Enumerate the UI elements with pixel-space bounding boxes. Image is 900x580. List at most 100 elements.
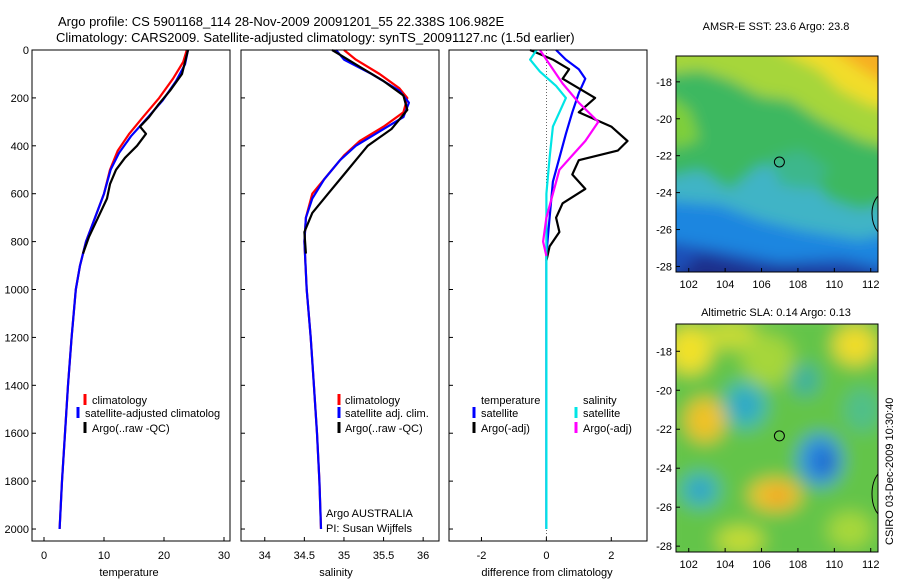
sla-map-title: Altimetric SLA: 0.14 Argo: 0.13 xyxy=(701,307,851,319)
legend-sal-argo: Argo(-adj) xyxy=(583,423,632,435)
x-tick-label: 112 xyxy=(862,279,880,291)
y-tick-label: -26 xyxy=(656,225,672,237)
salinity-series xyxy=(303,49,410,530)
x-tick-label: 112 xyxy=(862,559,880,571)
x-tick-label: 106 xyxy=(752,559,770,571)
y-tick-label: 1400 xyxy=(5,380,29,392)
x-tick-label: 10 xyxy=(98,550,110,562)
y-tick-label: 2000 xyxy=(5,524,29,536)
argo-float-marker xyxy=(773,430,785,442)
sst-axis-ticks: 102 104 106 108 110 112 -18 -20 -22 -24 -26 -28 xyxy=(656,77,879,291)
y-tick-label: -24 xyxy=(656,463,672,475)
temperature-axis-ticks: 0 10 20 30 0 200 400 600 800 1000 1200 1400 1600 1800… xyxy=(5,45,231,562)
difference-axes-frame xyxy=(448,49,648,542)
salinity-legend: climatology satellite adj. clim. Argo(..… xyxy=(337,394,429,435)
y-tick-label: -22 xyxy=(656,424,672,436)
y-tick-label: 600 xyxy=(11,189,29,201)
difference-xlabel: difference from climatology xyxy=(481,567,613,579)
sst-map-title: AMSR-E SST: 23.6 Argo: 23.8 xyxy=(703,21,850,33)
x-tick-label: 108 xyxy=(789,559,807,571)
y-tick-label: 200 xyxy=(11,93,29,105)
generated-timestamp: CSIRO 03-Dec-2009 10:30:40 xyxy=(884,398,896,545)
x-tick-label: 20 xyxy=(158,550,170,562)
legend-satellite-adjusted: satellite-adjusted climatolog xyxy=(85,408,220,420)
y-tick-label: 0 xyxy=(23,45,29,57)
x-tick-label: 34 xyxy=(259,550,271,562)
temperature-series xyxy=(58,49,190,530)
legend-temp-satellite: satellite xyxy=(481,408,518,420)
series-line-satellite-adjusted-climatolog xyxy=(58,49,190,530)
legend-title-temperature: temperature xyxy=(481,395,540,407)
series-line-satellite-adj-clim xyxy=(303,49,410,530)
sla-axis-ticks: 102 104 106 108 110 112 -18 -20 -22 -24 -26 -28 xyxy=(656,346,879,571)
x-tick-label: 36 xyxy=(417,550,429,562)
legend-argo: Argo(..raw -QC) xyxy=(92,423,170,435)
x-tick-label: 2 xyxy=(608,550,614,562)
series-line-argo-raw-qc xyxy=(81,49,190,254)
temperature-panel: 0 10 20 30 0 200 400 600 800 1000 1200 1400 1600 1800… xyxy=(5,45,231,579)
data-source-label: Argo AUSTRALIA xyxy=(326,508,413,520)
sla-map-frame xyxy=(675,323,879,553)
y-tick-label: -20 xyxy=(656,114,672,126)
series-line-salinity-argo-adj xyxy=(538,49,600,257)
legend-climatology: climatology xyxy=(92,395,148,407)
x-tick-label: -2 xyxy=(477,550,487,562)
temperature-legend: climatology satellite-adjusted climatolo… xyxy=(76,394,220,435)
y-tick-label: -20 xyxy=(656,385,672,397)
sla-heatmap xyxy=(676,324,878,552)
y-tick-label: 1600 xyxy=(5,428,29,440)
difference-legend: temperature salinity satellite Argo(-adj… xyxy=(472,395,632,435)
salinity-axes-frame xyxy=(240,49,440,542)
temperature-axes-frame xyxy=(31,49,231,542)
difference-axis-ticks: -2 0 2 xyxy=(449,49,614,562)
sst-map-frame xyxy=(675,55,879,273)
x-tick-label: 0 xyxy=(543,550,549,562)
salinity-axis-ticks: 34 34.5 35 35.5 36 xyxy=(241,49,429,562)
figure-title-line1: Argo profile: CS 5901168_114 28-Nov-2009… xyxy=(58,14,505,29)
legend-temp-argo: Argo(-adj) xyxy=(481,423,530,435)
x-tick-label: 34.5 xyxy=(294,550,315,562)
x-tick-label: 108 xyxy=(789,279,807,291)
y-tick-label: 1000 xyxy=(5,285,29,297)
sla-colorbar-edge xyxy=(871,473,879,515)
x-tick-label: 102 xyxy=(680,559,698,571)
argo-float-marker xyxy=(773,156,785,168)
series-line-argo-raw-qc xyxy=(303,49,409,254)
y-tick-label: 1200 xyxy=(5,332,29,344)
series-line-temperature-argo-adj xyxy=(529,48,629,262)
series-line-salinity-satellite xyxy=(529,49,567,529)
series-line-climatology xyxy=(303,49,409,530)
y-tick-label: -24 xyxy=(656,188,672,200)
y-tick-label: 400 xyxy=(11,141,29,153)
legend-sal-satellite: satellite xyxy=(583,408,620,420)
x-tick-label: 110 xyxy=(826,559,844,571)
y-tick-label: -18 xyxy=(656,77,672,89)
y-tick-label: -22 xyxy=(656,151,672,163)
sla-map-panel: Altimetric SLA: 0.14 Argo: 0.13 xyxy=(656,307,879,571)
x-tick-label: 104 xyxy=(716,559,734,571)
difference-series xyxy=(529,48,629,541)
x-tick-label: 0 xyxy=(41,550,47,562)
x-tick-label: 35.5 xyxy=(373,550,394,562)
salinity-panel: 34 34.5 35 35.5 36 salinity climatology sate… xyxy=(240,49,440,579)
legend-title-salinity: salinity xyxy=(583,395,617,407)
pi-label: PI: Susan Wijffels xyxy=(326,523,412,535)
y-tick-label: -28 xyxy=(656,541,672,553)
x-tick-label: 106 xyxy=(752,279,770,291)
y-tick-label: 800 xyxy=(11,237,29,249)
x-tick-label: 30 xyxy=(218,550,230,562)
difference-panel: -2 0 2 difference from climatology tempera… xyxy=(448,48,648,579)
sst-heatmap xyxy=(676,56,878,272)
series-line-climatology xyxy=(58,49,188,530)
x-tick-label: 102 xyxy=(680,279,698,291)
legend-climatology: climatology xyxy=(345,395,401,407)
x-tick-label: 35 xyxy=(338,550,350,562)
salinity-xlabel: salinity xyxy=(319,567,353,579)
series-line-temperature-satellite xyxy=(545,49,587,529)
sst-map-panel: AMSR-E SST: 23.6 Argo: 23.8 102 104 106 108… xyxy=(656,21,879,291)
figure-title-line2: Climatology: CARS2009. Satellite-adjuste… xyxy=(56,30,575,45)
y-tick-label: -26 xyxy=(656,502,672,514)
legend-argo: Argo(..raw -QC) xyxy=(345,423,423,435)
y-tick-label: -18 xyxy=(656,346,672,358)
